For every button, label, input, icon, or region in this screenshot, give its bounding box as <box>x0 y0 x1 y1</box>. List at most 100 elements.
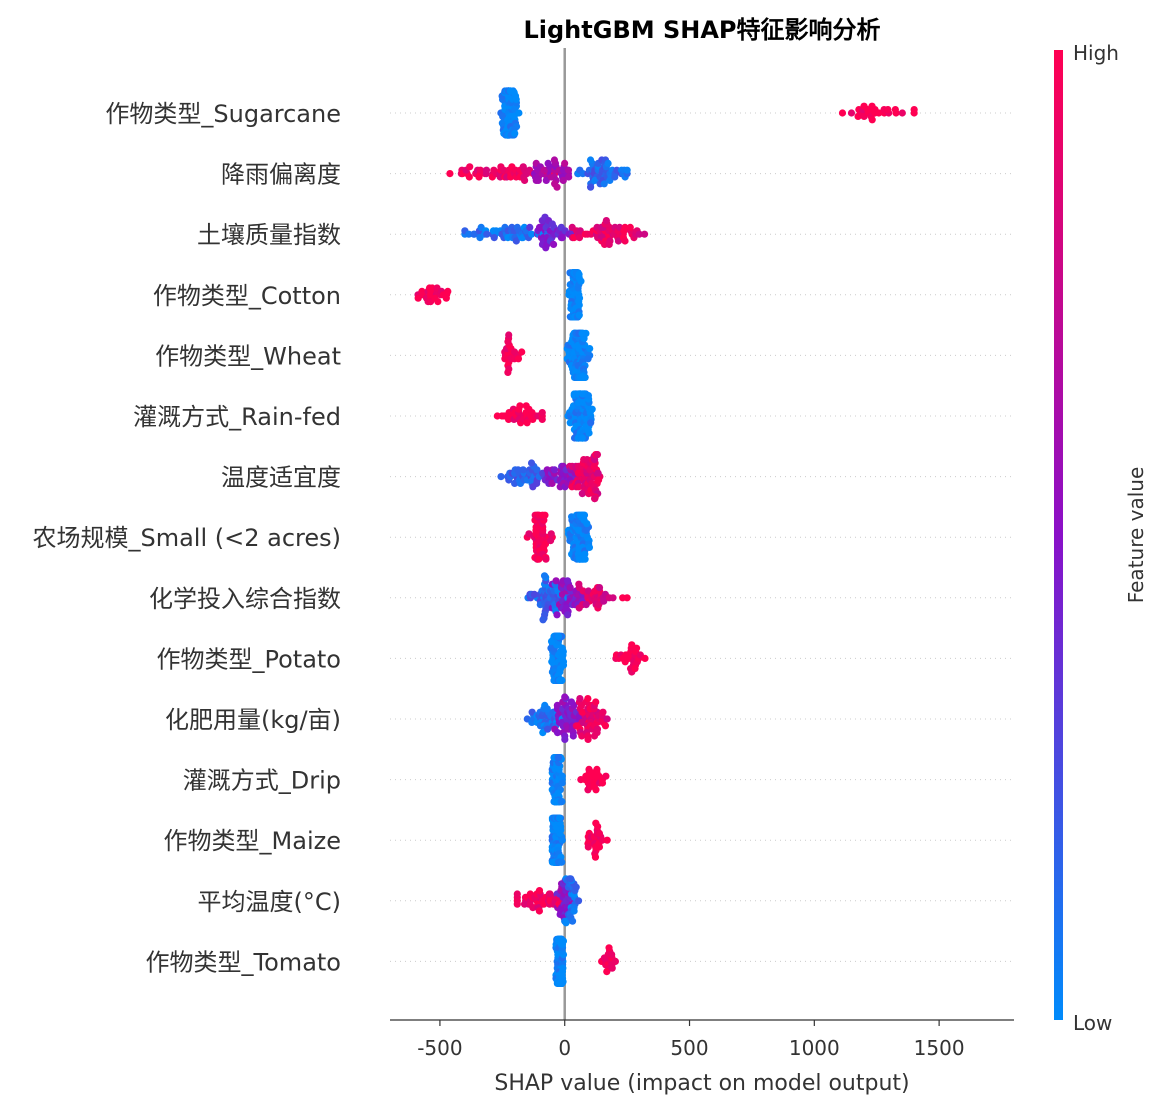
shap-point <box>442 294 450 302</box>
shap-point <box>600 180 608 188</box>
shap-point <box>580 511 588 519</box>
shap-point <box>520 176 529 184</box>
shap-point <box>538 415 546 423</box>
shap-point <box>593 451 602 459</box>
shap-point <box>564 611 572 619</box>
shap-point <box>603 715 611 723</box>
shap-point <box>574 897 583 905</box>
shap-point <box>514 466 522 474</box>
shap-point <box>621 223 629 231</box>
shap-point <box>575 580 583 588</box>
shap-point <box>558 858 566 866</box>
shap-point <box>891 106 899 114</box>
shap-point <box>847 109 856 117</box>
shap-point <box>565 173 573 181</box>
shap-point <box>548 220 556 228</box>
shap-point <box>631 665 639 673</box>
shap-point <box>543 725 552 733</box>
shap-point <box>578 490 586 498</box>
shap-point <box>550 156 559 164</box>
shap-point <box>584 843 592 851</box>
shap-point <box>558 772 566 780</box>
shap-point <box>595 584 604 592</box>
shap-point <box>559 978 567 986</box>
shap-point <box>632 644 641 652</box>
shap-point <box>567 875 575 883</box>
shap-point <box>582 601 590 609</box>
shap-point <box>598 779 607 787</box>
shap-point <box>641 654 649 663</box>
shap-point <box>584 392 593 400</box>
shap-point <box>547 530 555 538</box>
shap-point <box>552 577 560 585</box>
shap-point <box>593 765 601 774</box>
shap-point <box>539 616 547 624</box>
shap-point <box>554 632 563 641</box>
x-tick-label: 1500 <box>914 1036 965 1060</box>
shap-point <box>569 732 577 740</box>
x-tick-label: 1000 <box>789 1036 840 1060</box>
shap-point <box>561 693 569 701</box>
shap-point <box>910 106 918 114</box>
shap-point <box>562 919 570 927</box>
shap-point <box>533 479 541 487</box>
shap-point <box>611 957 620 966</box>
shap-point <box>511 129 519 137</box>
shap-point <box>592 786 600 794</box>
x-tick-label: -500 <box>417 1036 462 1060</box>
shap-point <box>598 836 606 844</box>
feature-label: 作物类型_Potato <box>156 645 341 673</box>
shap-point <box>555 676 563 685</box>
shap-point <box>583 520 591 528</box>
shap-point <box>635 230 643 238</box>
shap-point <box>465 173 473 181</box>
shap-point <box>609 594 617 602</box>
shap-point <box>558 234 566 242</box>
shap-point <box>603 836 611 844</box>
shap-point <box>567 698 576 706</box>
shap-point <box>601 722 610 730</box>
shap-point <box>623 166 631 174</box>
shap-point <box>541 511 549 519</box>
shap-point <box>558 779 566 787</box>
shap-point <box>546 537 555 545</box>
shap-point <box>543 705 551 713</box>
shap-point <box>526 223 534 231</box>
shap-point <box>575 483 583 491</box>
shap-point <box>522 402 530 410</box>
shap-point <box>591 176 599 184</box>
shap-point <box>530 590 538 599</box>
feature-label: 作物类型_Sugarcane <box>105 100 341 128</box>
shap-point <box>608 964 616 972</box>
shap-point <box>559 937 568 945</box>
shap-point <box>898 109 906 117</box>
shap-point <box>553 611 561 619</box>
shap-point <box>533 466 541 474</box>
shap-point <box>585 429 593 437</box>
feature-label: 土壤质量指数 <box>197 221 341 249</box>
shap-point <box>525 530 533 538</box>
shap-point <box>475 173 483 181</box>
shap-point <box>557 798 565 806</box>
feature-label: 灌溉方式_Drip <box>183 767 341 795</box>
shap-point <box>581 555 589 563</box>
feature-label: 作物类型_Wheat <box>155 342 341 370</box>
shap-point <box>553 729 562 737</box>
shap-point <box>510 89 518 97</box>
shap-point <box>595 843 604 851</box>
feature-label: 作物类型_Maize <box>164 827 341 855</box>
shap-point <box>575 234 584 242</box>
shap-point <box>566 584 574 592</box>
shap-point <box>623 594 631 602</box>
shap-point <box>575 270 583 278</box>
shap-point <box>576 227 584 235</box>
shap-point <box>884 106 892 114</box>
shap-point <box>611 173 619 181</box>
shap-point <box>548 479 556 487</box>
shap-point <box>542 555 550 563</box>
shap-point <box>538 409 546 417</box>
shap-point <box>444 287 452 295</box>
shap-point <box>519 466 527 474</box>
feature-label: 温度适宜度 <box>221 464 341 492</box>
